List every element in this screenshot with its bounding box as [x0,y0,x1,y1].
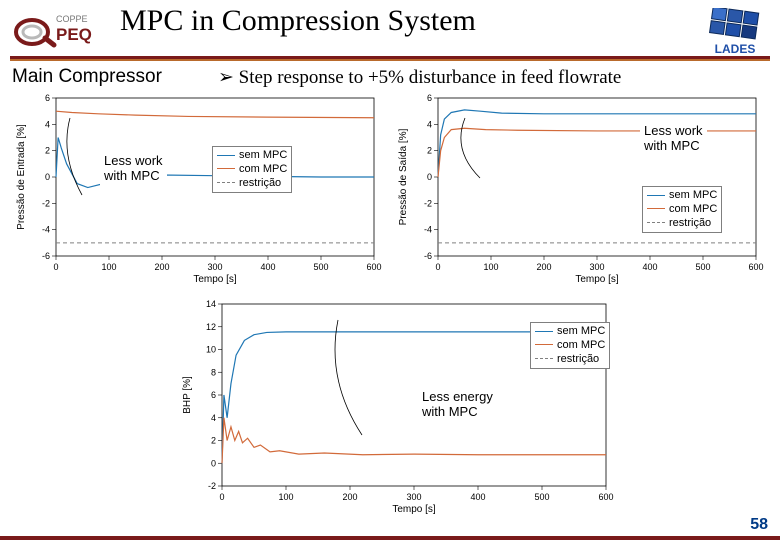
svg-text:300: 300 [207,262,222,272]
legend-row: sem MPC [535,325,605,339]
svg-text:300: 300 [406,492,421,502]
subtitle-left: Main Compressor [12,66,162,88]
legend-inlet: sem MPC com MPC restrição [212,146,292,193]
svg-text:6: 6 [45,93,50,103]
svg-text:4: 4 [427,119,432,129]
svg-text:Pressão de Entrada [%]: Pressão de Entrada [%] [16,124,27,230]
svg-text:-6: -6 [424,251,432,261]
svg-text:0: 0 [219,492,224,502]
legend-row: com MPC [535,339,605,353]
legend-row: sem MPC [217,149,287,163]
annotation-left-text: Less work with MPC [104,153,163,183]
svg-text:600: 600 [366,262,381,272]
svg-text:0: 0 [53,262,58,272]
legend-bhp: sem MPC com MPC restrição [530,322,610,369]
svg-text:-4: -4 [42,225,50,235]
svg-text:Tempo [s]: Tempo [s] [193,274,237,285]
svg-text:4: 4 [45,119,50,129]
svg-text:100: 100 [278,492,293,502]
legend-label: restrição [669,217,711,229]
legend-label: com MPC [239,163,287,175]
peq-logo: COPPE PEQ [10,8,102,57]
svg-text:Pressão de Saída [%]: Pressão de Saída [%] [398,128,409,225]
footer-rule [0,536,780,540]
svg-text:-2: -2 [208,481,216,491]
svg-text:600: 600 [598,492,613,502]
coppe-text: COPPE [56,14,88,24]
legend-row: sem MPC [647,189,717,203]
svg-text:300: 300 [589,262,604,272]
legend-outlet: sem MPC com MPC restrição [642,186,722,233]
svg-text:0: 0 [211,458,216,468]
svg-text:200: 200 [536,262,551,272]
legend-row: com MPC [217,163,287,177]
svg-text:0: 0 [427,172,432,182]
legend-label: restrição [239,177,281,189]
slide-title: MPC in Compression System [120,4,476,38]
svg-text:500: 500 [313,262,328,272]
svg-text:4: 4 [211,413,216,423]
svg-text:6: 6 [211,390,216,400]
svg-text:Tempo [s]: Tempo [s] [392,504,436,515]
svg-text:10: 10 [206,345,216,355]
legend-row: com MPC [647,203,717,217]
svg-text:2: 2 [211,436,216,446]
subtitle-right: ➢ Step response to +5% disturbance in fe… [218,66,621,89]
page-number: 58 [750,516,768,534]
svg-text:400: 400 [470,492,485,502]
legend-label: sem MPC [557,325,605,337]
svg-text:600: 600 [748,262,763,272]
slide: { "title": {"text":"MPC in Compression S… [0,0,780,540]
annotation-right-text: Less work with MPC [644,123,703,153]
svg-text:2: 2 [427,146,432,156]
svg-text:-4: -4 [424,225,432,235]
svg-text:-2: -2 [424,198,432,208]
svg-text:14: 14 [206,299,216,309]
inlet-pressure-chart: 0 100 200 300 400 500 600 -6 -4 -2 0 2 4 6 Tempo [s] Pr… [12,90,382,286]
svg-text:-2: -2 [42,198,50,208]
annotation-right: Less work with MPC [640,122,707,156]
svg-text:2: 2 [45,146,50,156]
legend-label: com MPC [669,203,717,215]
legend-label: com MPC [557,339,605,351]
svg-text:200: 200 [342,492,357,502]
svg-text:100: 100 [483,262,498,272]
legend-row: restrição [535,353,605,367]
svg-text:-6: -6 [42,251,50,261]
svg-text:400: 400 [260,262,275,272]
svg-text:200: 200 [154,262,169,272]
svg-text:0: 0 [45,172,50,182]
legend-label: sem MPC [669,189,717,201]
svg-text:8: 8 [211,367,216,377]
svg-text:Tempo [s]: Tempo [s] [575,274,619,285]
lades-text: LADES [715,42,756,56]
svg-text:500: 500 [695,262,710,272]
svg-text:12: 12 [206,322,216,332]
annotation-bottom-text: Less energy with MPC [422,389,493,419]
legend-label: sem MPC [239,149,287,161]
svg-text:500: 500 [534,492,549,502]
header-rule [10,56,770,61]
annotation-bottom: Less energy with MPC [418,388,497,422]
svg-text:BHP [%]: BHP [%] [182,376,193,414]
peq-text: PEQ [56,25,92,44]
lades-logo: LADES [702,8,768,61]
legend-row: restrição [217,177,287,191]
svg-text:0: 0 [435,262,440,272]
svg-text:400: 400 [642,262,657,272]
annotation-left: Less work with MPC [100,152,167,186]
legend-label: restrição [557,353,599,365]
title-bar: COPPE PEQ MPC in Compression System LADE… [0,0,780,56]
legend-row: restrição [647,217,717,231]
svg-text:100: 100 [101,262,116,272]
svg-text:6: 6 [427,93,432,103]
